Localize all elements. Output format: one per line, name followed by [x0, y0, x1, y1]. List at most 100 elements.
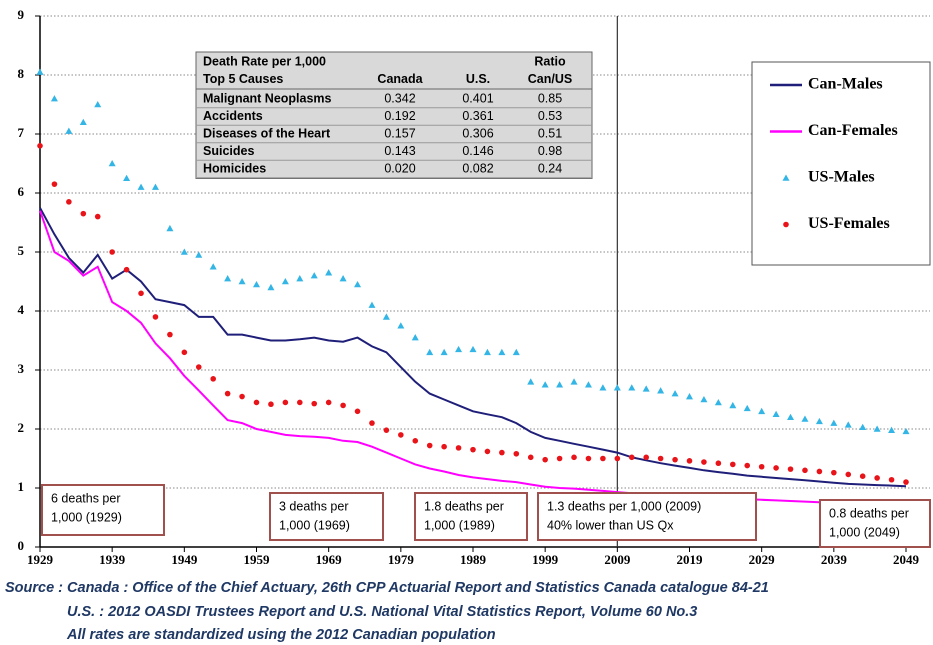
table-cell: 0.361 [462, 109, 493, 123]
series-point [268, 401, 274, 408]
source-note: All rates are standardized using the 201… [66, 627, 496, 643]
series-point [888, 476, 895, 483]
x-tick-label: 2039 [821, 552, 848, 567]
table-cell: 0.85 [538, 91, 562, 105]
series-point [571, 454, 577, 461]
series-point [108, 160, 116, 167]
series-point [513, 450, 520, 457]
series-point [542, 456, 548, 463]
series-point [701, 459, 707, 465]
annotation-text: 1,000 (1969) [279, 518, 350, 532]
series-point [167, 331, 173, 338]
series-point [484, 448, 491, 455]
source-note: Source : Canada : Office of the Chief Ac… [5, 580, 769, 596]
x-tick-label: 1929 [27, 552, 54, 567]
annotation-box [819, 499, 931, 548]
series-point [441, 443, 447, 450]
y-tick-label: 1 [18, 479, 25, 494]
series-point [51, 181, 58, 187]
y-tick-label: 6 [18, 184, 25, 199]
series-point [613, 384, 621, 391]
series-point [94, 213, 101, 220]
series-point [903, 479, 909, 485]
series-point [628, 454, 635, 461]
series-point [267, 283, 275, 291]
series-point [411, 334, 419, 341]
series-point [354, 408, 361, 415]
series-point [816, 468, 823, 475]
series-point [512, 348, 520, 356]
table-header: Can/US [528, 72, 572, 86]
series-point [758, 463, 765, 470]
series-point [137, 183, 145, 190]
table-cell: 0.192 [384, 109, 415, 123]
series-point [398, 432, 404, 438]
series-point [369, 420, 375, 426]
series-point [743, 404, 751, 412]
annotation-text: 0.8 deaths per [829, 506, 909, 520]
y-tick-label: 0 [18, 538, 25, 553]
series-point [210, 376, 216, 382]
series-point [470, 446, 476, 453]
series-point [873, 425, 881, 432]
annotation-box [269, 492, 384, 541]
series-point [831, 469, 837, 476]
series-point [426, 348, 434, 356]
series-line [39, 207, 907, 488]
series-point [729, 401, 737, 409]
table-cell: Diseases of the Heart [203, 126, 331, 140]
series-point [340, 402, 346, 409]
series-point [37, 143, 43, 149]
legend-label: US-Females [808, 215, 890, 232]
table-background [195, 51, 593, 179]
table-cell: 0.98 [538, 144, 562, 158]
y-tick-label: 9 [18, 7, 25, 22]
legend-label: Can-Females [808, 122, 898, 139]
series-point [253, 399, 260, 406]
series-point [123, 266, 130, 273]
y-tick-label: 2 [18, 420, 25, 435]
series-point [859, 473, 866, 480]
series-point [397, 322, 405, 329]
x-tick-label: 1999 [532, 552, 559, 567]
x-tick-label: 1969 [316, 552, 343, 567]
series-point [310, 272, 318, 279]
series-point [224, 275, 232, 282]
legend-swatch [782, 174, 790, 181]
series-point [672, 456, 678, 463]
table-cell: Homicides [203, 161, 266, 175]
series-point [715, 460, 722, 467]
annotation-text: 1,000 (1989) [424, 518, 495, 532]
series-point [412, 438, 419, 444]
series-point [758, 407, 766, 415]
series-point [556, 455, 563, 462]
table-header: Ratio [534, 54, 566, 68]
series-point [844, 421, 852, 428]
series-point [801, 415, 809, 422]
series-point [94, 101, 102, 108]
series-point [888, 426, 896, 433]
legend-box [751, 61, 931, 266]
series-point [382, 313, 390, 320]
series-point [527, 378, 535, 385]
series-point [455, 345, 463, 353]
series-point [483, 348, 491, 356]
series-point [815, 417, 823, 425]
legend-label: Can-Males [808, 76, 883, 93]
table-cell: 0.020 [384, 161, 415, 175]
x-tick-label: 1979 [388, 552, 415, 567]
annotation-box [414, 492, 528, 541]
x-tick-label: 1959 [244, 552, 271, 567]
y-tick-label: 3 [18, 361, 25, 376]
series-point [556, 381, 564, 388]
series-point [80, 210, 87, 217]
series-point [166, 224, 174, 232]
y-tick-label: 8 [18, 66, 25, 81]
series-point [297, 399, 303, 406]
series-point [902, 427, 910, 435]
x-tick-label: 2029 [749, 552, 776, 567]
series-point [253, 280, 260, 288]
series-point [238, 278, 246, 285]
series-point [209, 263, 217, 270]
